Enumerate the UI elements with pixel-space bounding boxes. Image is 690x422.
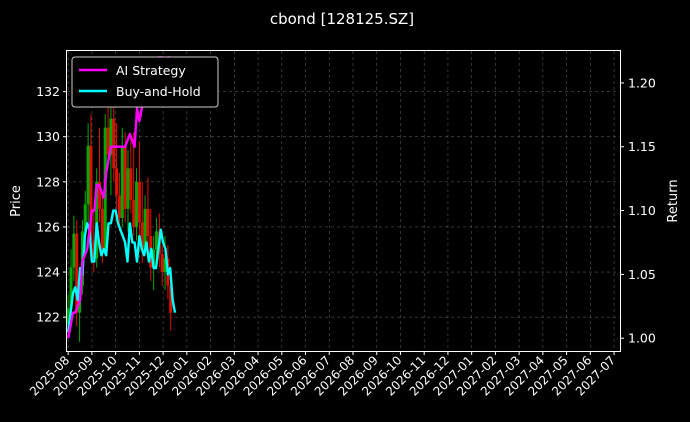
candle-body [89, 145, 93, 241]
y-tick-label-right: 1.05 [628, 267, 656, 282]
y-tick-label-left: 130 [36, 129, 60, 144]
candle-body [146, 208, 150, 236]
y-tick-label-left: 124 [36, 265, 60, 280]
candle-body [112, 118, 116, 169]
chart-title: cbond [128125.SZ] [270, 10, 414, 28]
legend-box [71, 56, 219, 108]
candle-body [115, 168, 119, 196]
y-tick-label-left: 128 [36, 174, 60, 189]
candle-body [137, 181, 141, 223]
candle-body [75, 233, 79, 313]
candle-body [132, 199, 136, 227]
legend-label-ai-strategy: AI Strategy [116, 63, 186, 78]
plot-frame [66, 50, 621, 352]
candle-body [154, 231, 158, 250]
y-tick-label-left: 126 [36, 219, 60, 234]
legend: AI Strategy Buy-and-Hold [71, 56, 219, 108]
y-axis-label-right: Return [666, 179, 681, 222]
candle-body [160, 254, 164, 273]
candle-body [143, 208, 147, 250]
y-tick-label-right: 1.00 [628, 331, 656, 346]
candle-body [100, 208, 104, 250]
candle-body [163, 258, 167, 273]
candle-body [109, 118, 113, 155]
y-axis-right: 1.00 1.05 1.10 1.15 1.20 [620, 75, 656, 346]
candle-body [86, 145, 90, 205]
legend-label-buy-and-hold: Buy-and-Hold [116, 84, 201, 99]
candle-body [120, 145, 124, 218]
candle-body [117, 195, 121, 218]
candle-body [72, 233, 76, 268]
y-axis-label-left: Price [9, 185, 24, 217]
candle-body [106, 127, 110, 155]
y-axis-left: 122 124 126 128 130 132 [36, 84, 67, 325]
y-tick-label-left: 122 [36, 310, 60, 325]
y-tick-label-left: 132 [36, 84, 60, 99]
y-tick-label-right: 1.10 [628, 203, 656, 218]
candle-body [135, 181, 139, 227]
candle-body [69, 267, 73, 309]
buy-and-hold-line [67, 209, 177, 333]
y-tick-label-right: 1.20 [628, 75, 656, 90]
candle-body [95, 181, 99, 259]
candle-body [169, 285, 173, 313]
candle-body [98, 181, 102, 209]
candle-body [123, 145, 127, 209]
candle-body [66, 308, 70, 324]
candle-body [129, 168, 133, 200]
candle-body [140, 222, 144, 250]
candle-body [83, 204, 87, 232]
candle-body [92, 240, 96, 259]
candle-body [126, 168, 130, 209]
y-tick-label-right: 1.15 [628, 139, 656, 154]
